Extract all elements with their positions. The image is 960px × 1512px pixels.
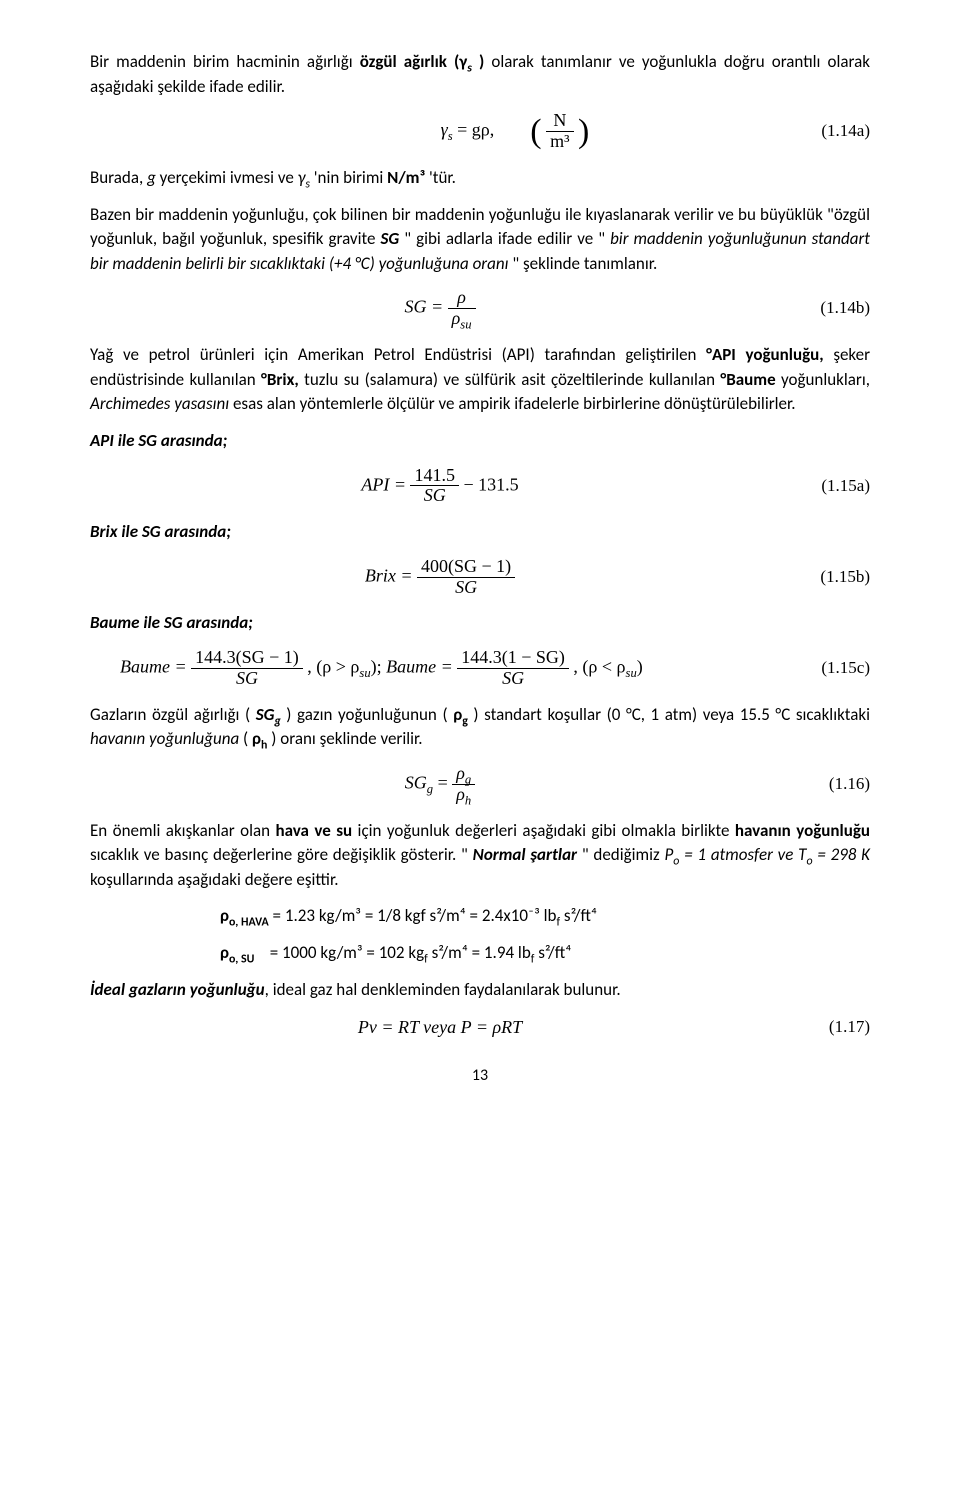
text: Bir maddenin birim hacminin ağırlığı <box>90 51 360 72</box>
equation-1-15b: Brix = 400(SG − 1) SG (1.15b) <box>90 557 870 598</box>
para-gas-sg-definition: Gazların özgül ağırlığı ( SGg ) gazın yo… <box>90 703 870 752</box>
para-ideal-gas-density: İdeal gazların yoğunluğu, ideal gaz hal … <box>90 978 870 1003</box>
para-sg-definition: Bazen bir maddenin yoğunluğu, çok biline… <box>90 203 870 277</box>
equation-1-16: SGg = ρg ρh (1.16) <box>90 764 870 805</box>
eqnum-1-14a: (1.14a) <box>790 119 870 144</box>
eqnum-1-15c: (1.15c) <box>790 656 870 681</box>
heading-brix-sg: Brix ile SG arasında; <box>90 520 870 545</box>
term-specific-weight: özgül ağırlık (γs ) <box>360 51 492 72</box>
eqnum-1-14b: (1.14b) <box>790 296 870 321</box>
equation-1-14a: γs = gρ, ( N m³ ) (1.14a) <box>90 111 870 152</box>
equation-1-14b: SG = ρ ρsu (1.14b) <box>90 288 870 329</box>
para-air-water-densities: En önemli akışkanlar olan hava ve su içi… <box>90 819 870 893</box>
rho-air-value: ρo, HAVA = 1.23 kg/m³ = 1/8 kgf s²/m⁴ = … <box>90 904 870 929</box>
eqnum-1-15b: (1.15b) <box>790 565 870 590</box>
eqnum-1-15a: (1.15a) <box>790 474 870 499</box>
para-specific-weight-intro: Bir maddenin birim hacminin ağırlığı özg… <box>90 50 870 99</box>
para-g-gammas-unit: Burada, g yerçekimi ivmesi ve γs 'nin bi… <box>90 166 870 191</box>
para-api-brix-baume: Yağ ve petrol ürünleri için Amerikan Pet… <box>90 343 870 417</box>
heading-api-sg: API ile SG arasında; <box>90 429 870 454</box>
eqnum-1-17: (1.17) <box>790 1015 870 1040</box>
rho-water-value: ρo, SU = 1000 kg/m³ = 102 kgf s²/m⁴ = 1.… <box>90 941 870 966</box>
page-number: 13 <box>90 1064 870 1087</box>
equation-1-15a: API = 141.5 SG − 131.5 (1.15a) <box>90 466 870 507</box>
equation-1-15c: Baume = 144.3(SG − 1) SG , (ρ > ρsu); Ba… <box>120 648 870 689</box>
equation-1-17: Pv = RT veya P = ρRT (1.17) <box>90 1014 870 1040</box>
heading-baume-sg: Baume ile SG arasında; <box>90 611 870 636</box>
eqnum-1-16: (1.16) <box>790 772 870 797</box>
